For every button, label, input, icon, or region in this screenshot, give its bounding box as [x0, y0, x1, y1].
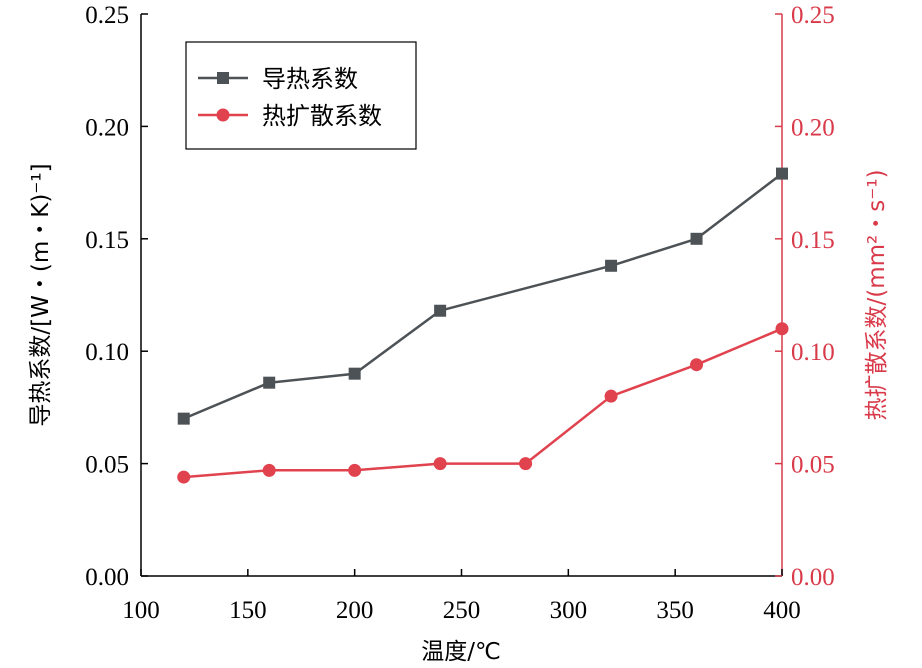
series-thermal-conductivity	[177, 167, 788, 425]
x-tick-label: 200	[336, 597, 374, 624]
x-tick-label: 100	[122, 597, 160, 624]
data-point-square	[177, 412, 190, 425]
x-tick-label: 150	[229, 597, 267, 624]
data-point-circle	[177, 470, 191, 484]
series-layer	[177, 167, 789, 484]
left-y-tick-label: 0.20	[85, 114, 129, 141]
left-y-tick-label: 0.15	[85, 227, 129, 254]
right-y-tick-label: 0.15	[791, 227, 835, 254]
x-tick-label: 350	[656, 597, 694, 624]
legend-marker-circle	[216, 108, 230, 122]
legend: 导热系数 热扩散系数	[185, 41, 417, 150]
data-point-circle	[604, 389, 618, 403]
data-point-circle	[519, 457, 533, 471]
left-y-tick-label: 0.05	[85, 452, 129, 479]
data-point-circle	[433, 457, 447, 471]
x-tick-label: 250	[443, 597, 481, 624]
ticks: 100 150 200 250 300 350 400 0.00 0.05 0.10 0.15 0.2…	[85, 2, 835, 624]
legend-marker-square	[217, 72, 229, 84]
legend-label-thermal-diffusivity: 热扩散系数	[262, 102, 382, 130]
data-point-square	[605, 259, 618, 272]
right-y-tick-label: 0.00	[791, 564, 835, 591]
legend-box	[185, 41, 417, 150]
legend-label-thermal-conductivity: 导热系数	[262, 65, 358, 93]
right-y-tick-label: 0.20	[791, 114, 835, 141]
right-y-tick-label: 0.05	[791, 452, 835, 479]
series-line	[183, 327, 783, 479]
data-point-square	[434, 304, 447, 317]
data-point-circle	[775, 322, 789, 336]
x-tick-label: 300	[550, 597, 588, 624]
left-y-tick-label: 0.00	[85, 564, 129, 591]
data-point-square	[690, 232, 703, 245]
data-point-square	[776, 167, 788, 180]
series-thermal-diffusivity	[177, 322, 789, 484]
left-y-tick-label: 0.25	[85, 2, 129, 29]
x-axis-title: 温度/℃	[421, 639, 501, 665]
right-y-axis-title: 热扩散系数/(mm²・s⁻¹)	[864, 169, 890, 420]
data-point-square	[348, 367, 361, 380]
data-point-circle	[348, 463, 362, 477]
right-y-tick-label: 0.25	[791, 2, 835, 29]
right-y-tick-label: 0.10	[791, 339, 835, 366]
left-y-tick-label: 0.10	[85, 339, 129, 366]
x-tick-label: 400	[763, 597, 801, 624]
data-point-circle	[262, 463, 276, 477]
data-point-square	[263, 376, 276, 389]
data-point-circle	[690, 358, 704, 372]
left-y-axis-title: 导热系数/[W・(m・K)⁻¹]	[28, 163, 54, 426]
